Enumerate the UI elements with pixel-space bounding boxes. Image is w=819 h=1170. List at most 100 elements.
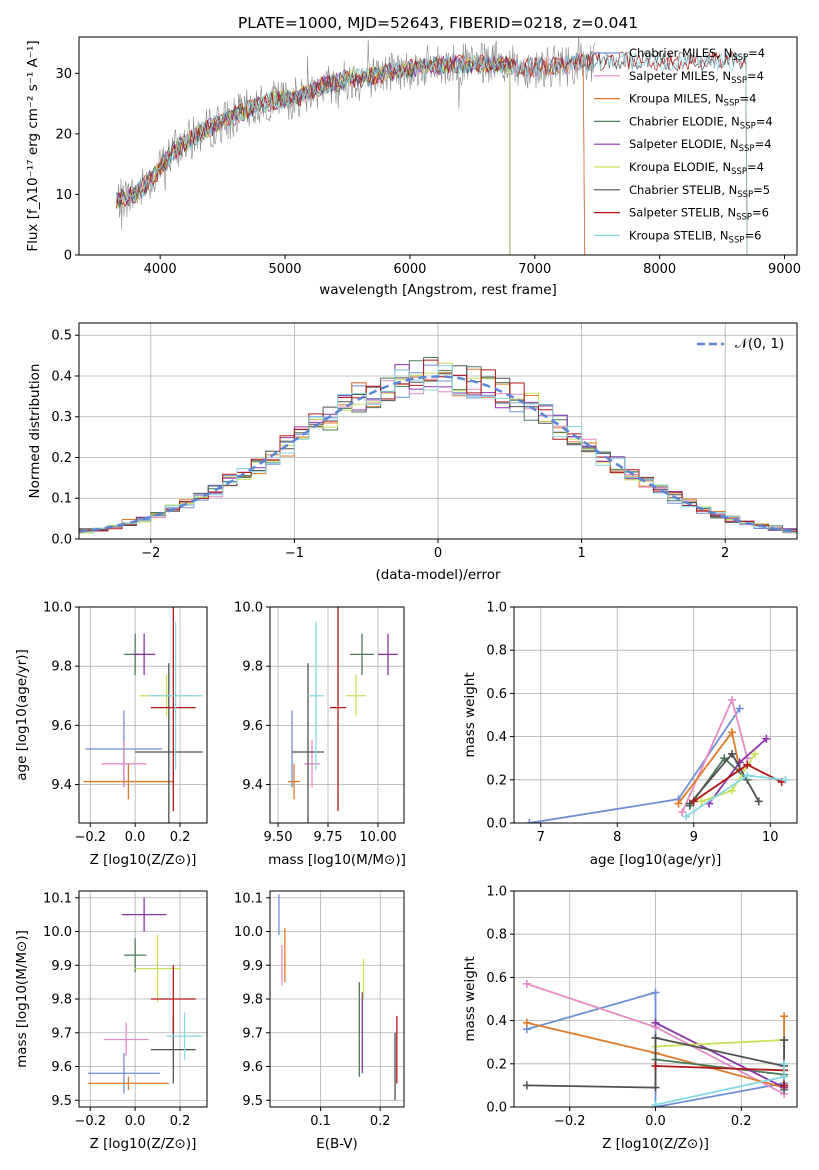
x-tick-label: 1: [577, 546, 585, 561]
y-tick-label: 0.8: [486, 928, 507, 943]
weight-line-salpeter-elodie: [655, 1021, 785, 1090]
y-axis-label: mass weight: [462, 956, 478, 1041]
error-bar-point: [132, 633, 156, 676]
legend-entry: Chabrier ELODIE, NSSP=4: [629, 114, 773, 131]
model-spectrum-line-chabrier-stelib: [116, 50, 748, 255]
x-tick-label: 10.00: [359, 830, 396, 845]
legend-entry: Kroupa ELODIE, NSSP=4: [629, 160, 764, 177]
residuals-panel: −2 −1 0 1 2 0.0 0.1 0.2 0.3 0.4 0.5 (data-model)/er…: [27, 322, 798, 583]
weight-marker: [674, 799, 683, 808]
y-tick-label: 9.9: [242, 959, 263, 974]
weight-line-kroupa-miles: [677, 730, 741, 805]
y-tick-label: 10.1: [234, 891, 263, 906]
y-tick-label: 9.6: [242, 719, 263, 734]
legend-entry: Chabrier STELIB, NSSP=5: [629, 183, 770, 200]
weight-marker: [735, 704, 744, 713]
y-tick-label: 9.7: [242, 1026, 263, 1041]
axes-frame: [78, 322, 798, 540]
error-bar-point: [87, 1053, 160, 1094]
y-tick-label: 9.6: [51, 719, 72, 734]
mass-vs-metallicity-panel: −0.2 0.0 0.2 9.5 9.6 9.7 9.8 9.9 10.0 10.1 Z [log1…: [14, 890, 208, 1152]
y-tick-label: 10.1: [43, 891, 72, 906]
figure-title: PLATE=1000, MJD=52643, FIBERID=0218, z=0…: [238, 14, 638, 32]
error-bar-point: [350, 633, 374, 676]
axes-frame: [78, 36, 798, 256]
weight-marker: [651, 988, 660, 997]
weight-marker: [651, 1083, 660, 1092]
legend-entry: Kroupa STELIB, NSSP=6: [629, 228, 761, 245]
weight-marker: [727, 695, 736, 704]
weight-line-chabrier-miles: [529, 707, 741, 823]
x-tick-label: 0.0: [125, 830, 146, 845]
y-tick-label: 0.1: [51, 492, 72, 507]
error-bar-point: [148, 621, 203, 770]
y-tick-label: 10: [55, 188, 72, 203]
legend-entry: Chabrier MILES, NSSP=4: [629, 46, 765, 63]
error-bar-point: [308, 621, 324, 770]
x-tick-label: 6000: [393, 262, 426, 277]
weight-marker: [651, 1033, 660, 1042]
y-tick-label: 9.9: [51, 959, 72, 974]
y-tick-label: 9.4: [242, 778, 263, 793]
error-bar-point: [135, 663, 203, 823]
weight-marker: [727, 786, 736, 795]
weight-marker: [651, 1100, 660, 1107]
x-tick-label: 9.50: [264, 830, 293, 845]
y-tick-label: 0.0: [486, 817, 507, 832]
x-axis-label: wavelength [Angstrom, rest frame]: [319, 282, 557, 298]
x-tick-label: 7: [537, 830, 545, 845]
y-tick-label: 0.2: [486, 1057, 507, 1072]
axes-frame: [78, 890, 208, 1108]
x-tick-label: 4000: [144, 262, 177, 277]
y-tick-label: 0.6: [486, 687, 507, 702]
x-axis-label: Z [log10(Z/Z⊙)]: [90, 852, 197, 868]
weight-marker: [754, 797, 763, 806]
y-tick-label: 10.0: [234, 925, 263, 940]
error-bar-point: [101, 740, 147, 788]
weight-marker: [525, 819, 534, 823]
y-tick-label: 9.4: [51, 778, 72, 793]
y-tick-label: 9.8: [242, 660, 263, 675]
weight-marker: [522, 1018, 531, 1027]
error-bar-point: [135, 934, 181, 1003]
y-axis-label: Flux [f_λ10⁻¹⁷ erg cm⁻² s⁻¹ A⁻¹]: [25, 40, 41, 251]
x-tick-label: 10: [762, 830, 779, 845]
x-tick-label: 0.0: [645, 1114, 666, 1129]
y-tick-label: 10.0: [43, 601, 72, 616]
error-bar-point: [288, 763, 300, 800]
y-tick-label: 9.8: [51, 993, 72, 1008]
age-vs-metallicity-panel: −0.2 0.0 0.2 9.4 9.6 9.8 10.0 Z [log10(Z/Z⊙)] ag…: [14, 601, 208, 868]
weight-marker: [762, 734, 771, 743]
x-tick-label: 7000: [518, 262, 551, 277]
axes-frame: [513, 606, 798, 824]
x-tick-label: −0.2: [74, 1114, 106, 1129]
x-tick-label: 0.1: [310, 1114, 331, 1129]
y-tick-label: 9.6: [51, 1060, 72, 1075]
error-bar-point: [121, 897, 167, 932]
error-bar-point: [83, 763, 174, 800]
model-spectrum-line-kroupa-miles: [116, 53, 586, 255]
x-axis-label: age [log10(age/yr)]: [590, 852, 722, 868]
y-tick-label: 1.0: [486, 601, 507, 616]
y-tick-label: 0.6: [486, 971, 507, 986]
normal-reference-curve: [79, 375, 797, 534]
x-tick-label: −0.2: [74, 830, 106, 845]
y-tick-label: 1.0: [486, 885, 507, 900]
age-vs-mass-panel: 9.50 9.75 10.00 9.4 9.6 9.8 10.0 mass [log10(M/…: [234, 601, 406, 869]
y-axis-label: mass weight: [462, 672, 478, 757]
x-tick-label: 5000: [268, 262, 301, 277]
legend-entry: Kroupa MILES, NSSP=4: [629, 92, 756, 109]
weight-marker: [522, 1081, 531, 1090]
weight-line-kroupa-elodie: [655, 1039, 785, 1048]
x-axis-label: Z [log10(Z/Z⊙)]: [90, 1136, 197, 1152]
weight-marker: [678, 808, 687, 817]
mass-vs-ebv-panel: 0.1 0.2 9.5 9.6 9.7 9.8 9.9 10.0 10.1 E(B-V): [234, 890, 405, 1152]
y-axis-label: mass [log10(M/M⊙)]: [14, 930, 30, 1068]
error-bar-point: [378, 633, 398, 676]
y-tick-label: 10.0: [43, 925, 72, 940]
error-bar-point: [166, 1012, 203, 1060]
y-tick-label: 0.5: [51, 329, 72, 344]
x-tick-label: −1: [285, 546, 304, 561]
x-tick-label: 0: [434, 546, 442, 561]
x-tick-label: −0.2: [554, 1114, 586, 1129]
